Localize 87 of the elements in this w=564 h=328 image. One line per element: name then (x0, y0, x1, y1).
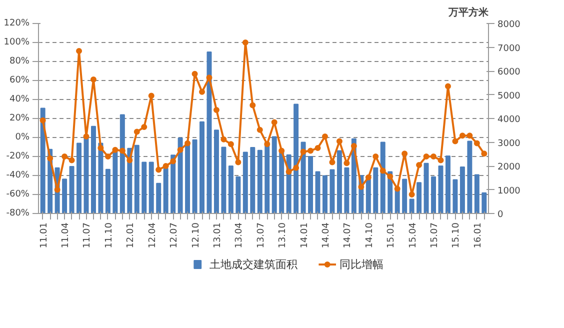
y2-tick-label: 7000 (498, 44, 521, 54)
bar (228, 166, 234, 214)
x-tick-label: 14.01 (300, 222, 310, 248)
bar (178, 137, 183, 214)
y-tick-label: -80% (6, 208, 30, 218)
y-tick-label: 20% (9, 114, 30, 124)
bar (322, 175, 328, 214)
bar (452, 179, 458, 214)
bar (76, 142, 82, 214)
bar (156, 182, 162, 214)
x-tick-label: 13.01 (212, 222, 223, 248)
x-tick-label: 16.01 (473, 222, 484, 248)
x-tick-label: 13.04 (234, 222, 245, 248)
bar (142, 162, 147, 214)
legend-label: 同比增幅 (339, 258, 384, 271)
bar (264, 142, 270, 214)
x-tick-label: 13.07 (256, 222, 266, 248)
y2-tick-label: 4000 (498, 115, 521, 125)
y-tick-label: 60% (9, 76, 30, 86)
bar (330, 169, 335, 214)
bar (431, 176, 436, 214)
bar (445, 156, 450, 214)
bar (90, 126, 96, 214)
bar (40, 108, 46, 214)
y2-tick-label: 3000 (498, 138, 521, 149)
bar (424, 162, 429, 214)
bar (214, 130, 219, 214)
bar (402, 178, 408, 214)
bar (192, 139, 198, 214)
x-tick-label: 15.07 (430, 222, 440, 248)
y2-tick-label: 0 (498, 210, 504, 220)
y-tick-label: -60% (6, 190, 30, 200)
bar (308, 156, 314, 214)
x-tick-label: 12.01 (126, 222, 136, 248)
y-tick-label: -40% (6, 170, 30, 180)
bar (62, 178, 68, 214)
x-tick-label: 14.07 (343, 222, 354, 248)
y-tick-label: 80% (9, 56, 30, 66)
x-tick-label: 14.04 (321, 222, 332, 248)
bar (416, 182, 422, 214)
bar (200, 121, 204, 214)
legend-label: 土地成交建筑面积 (210, 258, 298, 271)
y-tick-label: -20% (6, 152, 30, 162)
bar (69, 166, 74, 214)
x-tick-label: 15.01 (386, 222, 397, 248)
bar (315, 171, 320, 214)
y-tick-label: 100% (4, 38, 30, 48)
y-tick-label: 0% (15, 132, 30, 142)
bar (294, 104, 299, 214)
x-tick-label: 15.04 (408, 222, 418, 248)
y2-tick-label: 6000 (498, 68, 521, 78)
bar (250, 146, 256, 214)
bar (105, 168, 110, 214)
x-tick-label: 11.04 (61, 222, 72, 248)
x-tick-label: 11.10 (104, 222, 114, 248)
bar (120, 114, 125, 214)
x-tick-label: 13.10 (278, 222, 288, 248)
x-tick-label: 12.07 (170, 222, 180, 248)
x-tick-label: 11.07 (82, 222, 93, 248)
bar (221, 146, 226, 214)
y2-tick-label: 1000 (498, 186, 521, 196)
y2-axis-title: 万平方米 (448, 6, 490, 18)
x-tick-label: 15.10 (452, 222, 462, 248)
bar (373, 167, 378, 214)
y-tick-label: 120% (4, 18, 30, 28)
bar (300, 142, 306, 214)
bar (460, 166, 465, 214)
bar (98, 142, 104, 214)
bar (134, 144, 140, 214)
bar (474, 174, 480, 214)
x-tick-label: 12.10 (191, 222, 202, 248)
y-tick-label: 40% (9, 94, 30, 104)
bar (336, 150, 342, 214)
bar (242, 152, 248, 214)
bar (236, 176, 241, 214)
x-tick-label: 11.01 (39, 222, 50, 248)
y2-tick-label: 5000 (498, 91, 521, 102)
bar (148, 162, 154, 214)
y2-tick-label: 2000 (498, 162, 521, 172)
bar (272, 136, 277, 214)
bar (482, 192, 487, 214)
x-tick-label: 14.10 (364, 222, 375, 248)
bar (467, 140, 472, 214)
y2-tick-label: 8000 (498, 20, 521, 30)
bar (257, 150, 262, 214)
x-tick-label: 12.04 (148, 222, 158, 248)
bar (380, 142, 386, 214)
